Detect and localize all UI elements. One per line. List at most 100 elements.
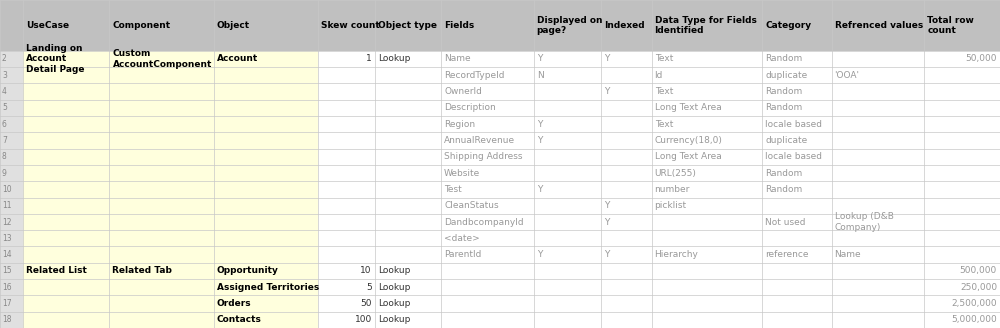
Text: DandbcompanyId: DandbcompanyId xyxy=(444,217,524,227)
Bar xyxy=(441,197,534,214)
Bar xyxy=(0,100,23,116)
Text: 10: 10 xyxy=(2,185,12,194)
Text: 5: 5 xyxy=(366,283,372,292)
Text: Component: Component xyxy=(112,21,171,30)
Text: 2,500,000: 2,500,000 xyxy=(951,299,997,308)
Bar xyxy=(924,263,1000,279)
Bar xyxy=(318,263,375,279)
Text: Fields: Fields xyxy=(444,21,474,30)
Bar xyxy=(441,296,534,312)
Bar xyxy=(0,279,23,296)
Text: Data Type for Fields
Identified: Data Type for Fields Identified xyxy=(655,16,756,35)
Bar xyxy=(23,246,109,263)
Bar xyxy=(534,312,601,328)
Bar xyxy=(762,230,832,246)
Bar xyxy=(0,181,23,197)
Text: Random: Random xyxy=(765,87,802,96)
Text: Region: Region xyxy=(444,120,475,129)
Bar xyxy=(534,51,601,67)
Bar xyxy=(214,165,318,181)
Bar xyxy=(762,67,832,83)
Bar xyxy=(109,181,214,197)
Bar xyxy=(534,149,601,165)
Bar xyxy=(318,83,375,100)
Bar xyxy=(318,165,375,181)
Bar xyxy=(23,165,109,181)
Bar xyxy=(534,116,601,133)
Text: Name: Name xyxy=(444,54,471,64)
Bar xyxy=(762,116,832,133)
Bar xyxy=(109,51,214,67)
Text: OwnerId: OwnerId xyxy=(444,87,482,96)
Bar xyxy=(109,100,214,116)
Bar xyxy=(109,312,214,328)
Bar xyxy=(109,149,214,165)
Bar xyxy=(375,133,441,149)
Bar xyxy=(109,246,214,263)
Bar xyxy=(832,116,924,133)
Bar xyxy=(601,181,652,197)
Bar xyxy=(214,246,318,263)
Bar xyxy=(762,263,832,279)
Text: 16: 16 xyxy=(2,283,12,292)
Text: 11: 11 xyxy=(2,201,12,210)
Bar xyxy=(534,230,601,246)
Bar xyxy=(762,83,832,100)
Bar xyxy=(441,181,534,197)
Bar xyxy=(23,51,109,67)
Bar xyxy=(0,197,23,214)
Bar xyxy=(375,214,441,230)
Bar xyxy=(0,67,23,83)
Bar xyxy=(652,197,762,214)
Bar xyxy=(0,263,23,279)
Text: Text: Text xyxy=(655,87,673,96)
Bar xyxy=(762,312,832,328)
Bar xyxy=(109,230,214,246)
Bar xyxy=(832,165,924,181)
Bar xyxy=(0,83,23,100)
Text: Website: Website xyxy=(444,169,480,178)
Bar xyxy=(601,83,652,100)
Bar xyxy=(375,67,441,83)
Bar xyxy=(601,279,652,296)
Text: Description: Description xyxy=(444,103,496,113)
Text: Currency(18,0): Currency(18,0) xyxy=(655,136,722,145)
Text: 13: 13 xyxy=(2,234,12,243)
Bar xyxy=(832,67,924,83)
Bar xyxy=(0,214,23,230)
Text: Hierarchy: Hierarchy xyxy=(655,250,698,259)
Text: 8: 8 xyxy=(2,152,7,161)
Bar xyxy=(924,230,1000,246)
Bar xyxy=(0,246,23,263)
Bar xyxy=(441,246,534,263)
Text: duplicate: duplicate xyxy=(765,71,807,80)
Text: 'OOA': 'OOA' xyxy=(835,71,860,80)
Bar xyxy=(375,83,441,100)
Bar xyxy=(109,67,214,83)
Text: Y: Y xyxy=(604,87,609,96)
Bar xyxy=(924,181,1000,197)
Bar xyxy=(23,83,109,100)
Bar xyxy=(23,312,109,328)
Bar xyxy=(23,149,109,165)
Bar xyxy=(924,279,1000,296)
Bar xyxy=(652,67,762,83)
Bar xyxy=(534,296,601,312)
Text: 15: 15 xyxy=(2,266,12,276)
Bar xyxy=(762,296,832,312)
Text: Name: Name xyxy=(835,250,861,259)
Bar xyxy=(441,230,534,246)
Text: Lookup (D&B
Company): Lookup (D&B Company) xyxy=(835,212,893,232)
Bar xyxy=(23,197,109,214)
Bar xyxy=(601,214,652,230)
Text: Text: Text xyxy=(655,120,673,129)
Bar xyxy=(214,296,318,312)
Bar xyxy=(375,279,441,296)
Bar xyxy=(534,197,601,214)
Bar xyxy=(534,67,601,83)
Text: 18: 18 xyxy=(2,315,12,324)
Bar xyxy=(318,116,375,133)
Bar xyxy=(601,100,652,116)
Bar xyxy=(109,279,214,296)
Text: picklist: picklist xyxy=(655,201,687,210)
